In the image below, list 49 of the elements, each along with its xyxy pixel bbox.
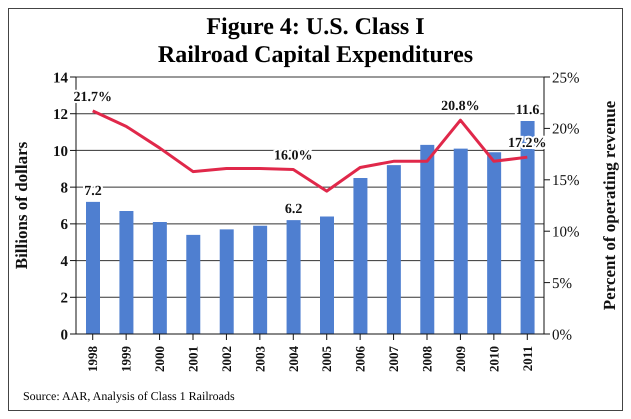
x-tick-label: 2003 [252, 346, 268, 372]
y2-axis-title: Percent of operating revenue [600, 100, 620, 310]
x-tick-label: 2008 [420, 346, 434, 372]
x-tick-label: 2011 [520, 346, 535, 372]
x-tick-label: 1999 [118, 346, 134, 372]
y-tick-label: 0 [60, 327, 68, 344]
y2-tick-label: 0% [552, 327, 572, 344]
bar [186, 234, 200, 334]
bar [454, 148, 468, 334]
x-tick-label: 2006 [352, 346, 368, 372]
data-label: 6.2 [284, 202, 302, 218]
data-label: 7.2 [84, 184, 102, 199]
bar [220, 229, 234, 334]
x-tick-label: 2005 [319, 346, 334, 372]
bar [487, 152, 502, 334]
x-tick-label: 2001 [186, 346, 200, 372]
y-tick-label: 2 [60, 290, 68, 307]
bar [253, 226, 268, 334]
bar [320, 216, 334, 334]
bar [420, 144, 434, 334]
y2-tick-label: 15% [552, 173, 580, 190]
x-tick-label: 2010 [486, 346, 502, 372]
x-tick-label: 1998 [85, 346, 100, 372]
y-tick-label: 8 [60, 180, 68, 196]
bar [386, 165, 401, 334]
chart-title: Figure 4: U.S. Class I Railroad Capital Expenditures [156, 13, 474, 69]
source-note: Source: AAR, Analysis of Class 1 Railroads [23, 389, 235, 404]
y-tick-label: 10 [53, 144, 68, 160]
y-tick-label: 14 [53, 70, 68, 86]
x-tick-label: 2009 [452, 346, 468, 372]
data-label: 20.8% [441, 99, 480, 114]
y2-tick-label: 10% [552, 224, 580, 241]
y-axis-title: Billions of dollars [12, 141, 32, 270]
y2-tick-label: 20% [552, 122, 580, 138]
bar [286, 220, 301, 334]
y2-tick-label: 5% [552, 276, 572, 292]
x-tick-label: 2000 [152, 346, 168, 372]
data-label: 16.0% [274, 148, 313, 164]
y-tick-label: 6 [60, 217, 68, 234]
x-tick-label: 2004 [286, 346, 301, 372]
x-tick-label: 2007 [386, 346, 402, 372]
bar [119, 211, 134, 334]
y2-tick-label: 25% [552, 70, 580, 86]
bar [353, 178, 368, 334]
x-tick-label: 2002 [218, 346, 234, 372]
bar [86, 202, 100, 334]
y-tick-label: 12 [53, 107, 68, 124]
y-tick-label: 4 [60, 254, 68, 270]
bar [152, 222, 167, 334]
